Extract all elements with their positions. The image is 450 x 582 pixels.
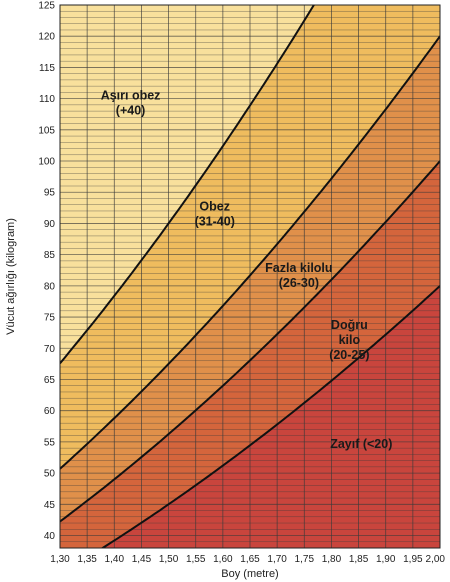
x-tick-label: 1,70 bbox=[267, 554, 287, 565]
region-label: (26-30) bbox=[279, 276, 319, 290]
x-tick-label: 1,40 bbox=[105, 554, 125, 565]
region-label: Zayıf (<20) bbox=[330, 437, 392, 451]
y-tick-label: 110 bbox=[39, 94, 55, 105]
y-tick-label: 65 bbox=[44, 375, 56, 386]
y-tick-label: 45 bbox=[44, 500, 56, 511]
x-tick-label: 1,75 bbox=[295, 554, 315, 565]
x-tick-label: 1,55 bbox=[186, 554, 206, 565]
region-label: (+40) bbox=[116, 103, 146, 117]
x-tick-label: 1,95 bbox=[403, 554, 423, 565]
grid bbox=[60, 5, 440, 548]
bmi-boundary-line bbox=[60, 160, 440, 523]
region-label: Obez bbox=[199, 200, 230, 214]
y-tick-label: 55 bbox=[44, 437, 56, 448]
x-tick-label: 1,80 bbox=[322, 554, 342, 565]
y-tick-label: 60 bbox=[44, 406, 56, 417]
region-label: Doğru bbox=[331, 318, 368, 332]
x-tick-label: 1,90 bbox=[376, 554, 396, 565]
y-tick-label: 75 bbox=[44, 313, 56, 324]
y-tick-label: 85 bbox=[44, 250, 56, 261]
y-tick-label: 70 bbox=[44, 344, 56, 355]
x-tick-label: 2,00 bbox=[426, 554, 446, 565]
bmi-boundary-line bbox=[100, 285, 440, 548]
x-tick-label: 1,35 bbox=[77, 554, 97, 565]
bmi-boundary-curves bbox=[60, 5, 440, 548]
y-axis-ticks: 40 45 50 55 60 65 70 75 80 85 90 95 100 105 110 115 120 1… bbox=[38, 1, 55, 543]
region-label: kilo bbox=[339, 333, 361, 347]
region-label: (31-40) bbox=[195, 215, 235, 229]
region-area bbox=[102, 285, 440, 548]
y-tick-label: 50 bbox=[44, 469, 56, 480]
region-area bbox=[60, 161, 440, 548]
region-area bbox=[60, 5, 314, 364]
plot-border bbox=[59, 4, 441, 549]
x-tick-label: 1,65 bbox=[240, 554, 260, 565]
y-tick-label: 120 bbox=[38, 32, 55, 43]
y-tick-label: 80 bbox=[44, 281, 56, 292]
bmi-boundary-line bbox=[60, 5, 316, 364]
y-tick-label: 100 bbox=[38, 157, 55, 168]
y-axis-title: Vücut ağırlığı (kilogram) bbox=[5, 218, 17, 335]
y-tick-label: 125 bbox=[38, 1, 55, 12]
x-axis-title: Boy (metre) bbox=[221, 568, 278, 580]
bmi-boundary-line bbox=[60, 35, 440, 470]
x-tick-label: 1,85 bbox=[349, 554, 369, 565]
x-axis-ticks: 1,30 1,35 1,40 1,45 1,50 1,55 1,60 1,65 1,70 1,75… bbox=[50, 554, 445, 565]
region-label: Fazla kilolu bbox=[265, 261, 332, 275]
y-tick-label: 40 bbox=[44, 531, 56, 542]
x-tick-label: 1,50 bbox=[159, 554, 179, 565]
x-tick-label: 1,60 bbox=[213, 554, 233, 565]
y-tick-label: 95 bbox=[44, 188, 56, 199]
x-tick-label: 1,30 bbox=[50, 554, 70, 565]
region-label: (20-25) bbox=[329, 348, 369, 362]
y-tick-label: 90 bbox=[44, 219, 56, 230]
y-tick-label: 115 bbox=[39, 63, 55, 74]
x-tick-label: 1,45 bbox=[132, 554, 152, 565]
region-label: Aşırı obez bbox=[101, 88, 161, 102]
y-tick-label: 105 bbox=[38, 125, 55, 136]
